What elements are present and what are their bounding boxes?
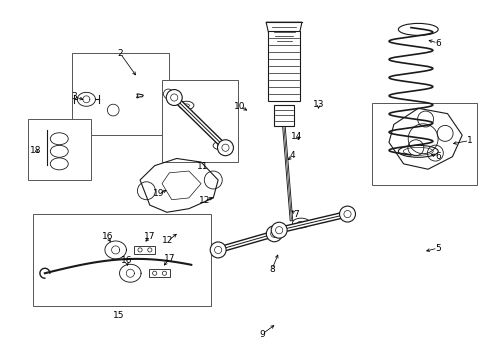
Bar (268, 31, 300, 101)
Text: 8: 8 (269, 265, 275, 274)
Text: 11: 11 (197, 162, 208, 171)
Bar (72, 53, 170, 135)
Text: 5: 5 (435, 244, 441, 253)
Circle shape (218, 140, 233, 156)
Text: 6: 6 (435, 39, 441, 48)
Circle shape (267, 226, 282, 242)
Text: 13: 13 (313, 100, 324, 109)
Bar (274, 105, 294, 126)
Bar (33, 214, 211, 306)
Bar (372, 103, 477, 185)
Bar (28, 119, 91, 180)
Text: 1: 1 (466, 136, 472, 145)
Text: 2: 2 (118, 49, 123, 58)
Bar (162, 80, 238, 162)
Circle shape (340, 206, 355, 222)
Text: 12: 12 (162, 237, 173, 246)
Text: 14: 14 (291, 132, 302, 141)
Text: 17: 17 (164, 255, 175, 264)
Text: 4: 4 (290, 151, 295, 160)
Text: 3: 3 (71, 92, 77, 101)
Text: 6: 6 (435, 152, 441, 161)
Text: 17: 17 (144, 232, 155, 241)
Text: 18: 18 (30, 146, 42, 155)
Text: 9: 9 (259, 330, 265, 339)
Text: 19: 19 (153, 189, 164, 198)
Circle shape (210, 242, 226, 258)
Text: 16: 16 (121, 256, 133, 265)
Circle shape (166, 90, 182, 105)
Text: 15: 15 (113, 311, 125, 320)
Text: 7: 7 (294, 210, 299, 219)
Circle shape (271, 222, 287, 238)
Text: 16: 16 (101, 232, 113, 241)
Text: 12: 12 (199, 196, 211, 205)
Text: 10: 10 (234, 102, 246, 111)
